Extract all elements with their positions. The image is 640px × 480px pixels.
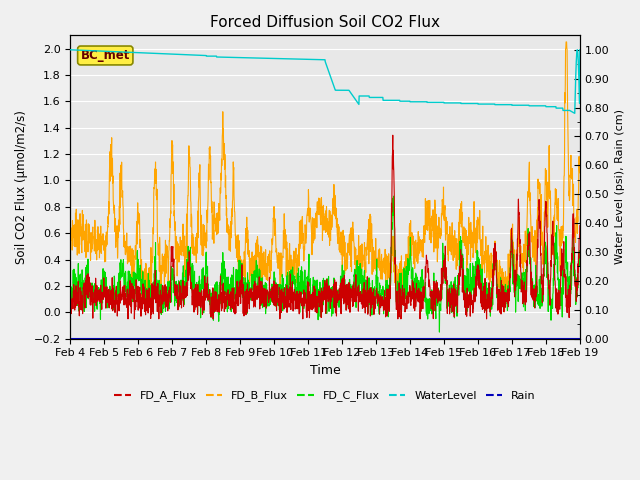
Y-axis label: Soil CO2 Flux (μmol/m2/s): Soil CO2 Flux (μmol/m2/s)	[15, 110, 28, 264]
X-axis label: Time: Time	[310, 364, 340, 377]
Legend: FD_A_Flux, FD_B_Flux, FD_C_Flux, WaterLevel, Rain: FD_A_Flux, FD_B_Flux, FD_C_Flux, WaterLe…	[110, 386, 540, 406]
Title: Forced Diffusion Soil CO2 Flux: Forced Diffusion Soil CO2 Flux	[210, 15, 440, 30]
Text: BC_met: BC_met	[81, 49, 130, 62]
Y-axis label: Water Level (psi), Rain (cm): Water Level (psi), Rain (cm)	[615, 109, 625, 264]
